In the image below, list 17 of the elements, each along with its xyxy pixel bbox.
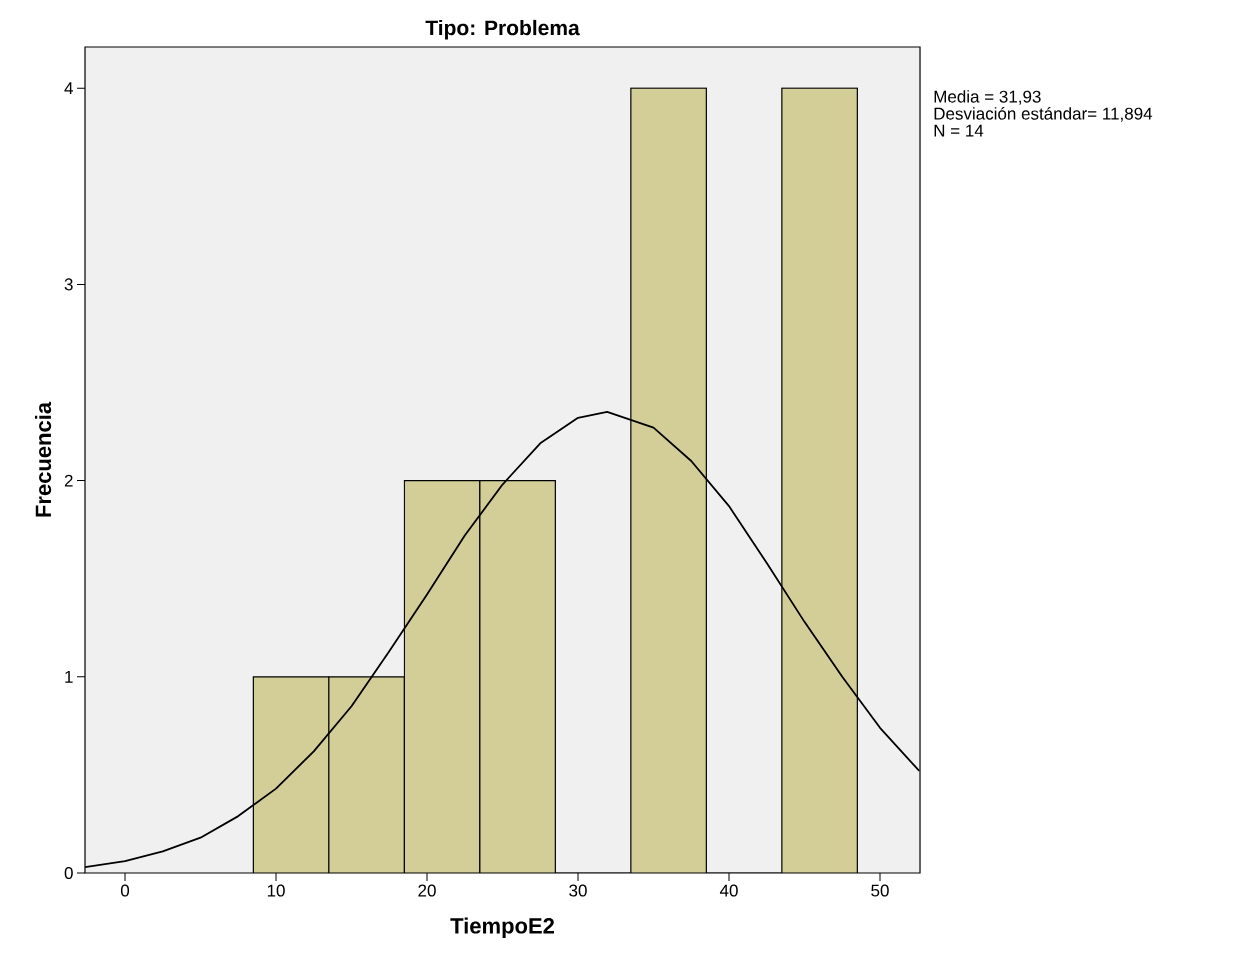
y-tick-label: 0 [64, 866, 73, 880]
text: Desviación estándar= 11,894 [934, 106, 1153, 122]
text: N = 14 [934, 124, 984, 137]
x-tick-label: 50 [871, 884, 889, 897]
chart-title: Tipo: Problema [425, 19, 580, 40]
x-tick-label: 10 [267, 884, 285, 897]
x-tick-label: 0 [120, 884, 130, 897]
x-tick-label: 30 [569, 884, 587, 897]
text: Media = 31,93 [934, 90, 1041, 105]
x-tick-label: 40 [719, 884, 738, 897]
y-tick-label: 2 [64, 474, 73, 487]
x-tick-label: 20 [418, 884, 436, 897]
x-axis-title: TiempoE2 [450, 917, 554, 938]
y-tick-label: 3 [64, 278, 73, 291]
y-tick-label: 4 [64, 82, 73, 95]
y-tick-label: 1 [65, 670, 73, 683]
y-axis-title: Frecuencia [34, 401, 52, 517]
